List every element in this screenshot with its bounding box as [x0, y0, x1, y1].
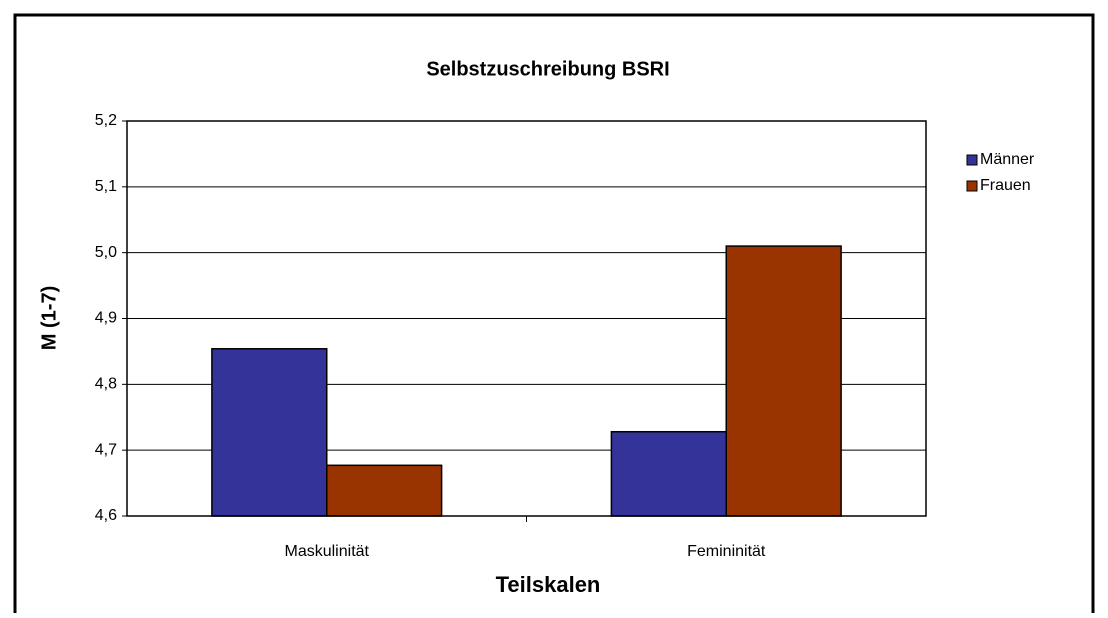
y-tick-label: 4,9 [95, 310, 117, 327]
bar [211, 348, 328, 517]
y-tick-label: 4,6 [95, 507, 117, 524]
chart-title: Selbstzuschreibung BSRI [426, 58, 669, 80]
bar [326, 464, 443, 517]
x-tick-label: Maskulinität [285, 543, 370, 560]
y-tick-label: 4,8 [95, 376, 117, 393]
plot-border [126, 120, 927, 517]
y-tick-label: 4,7 [95, 441, 117, 458]
legend-label: Männer [980, 151, 1035, 168]
y-tick-label: 5,0 [95, 244, 117, 261]
legend-swatch [966, 180, 978, 192]
bar [610, 430, 727, 517]
y-tick-label: 5,1 [95, 178, 117, 195]
bar [725, 245, 842, 517]
y-axis-label: M (1-7) [38, 286, 60, 350]
legend-label: Frauen [980, 177, 1031, 194]
y-tick-label: 5,2 [95, 112, 117, 129]
x-axis-label: Teilskalen [496, 572, 601, 597]
x-tick-label: Femininität [687, 543, 766, 560]
legend-swatch [966, 154, 978, 166]
